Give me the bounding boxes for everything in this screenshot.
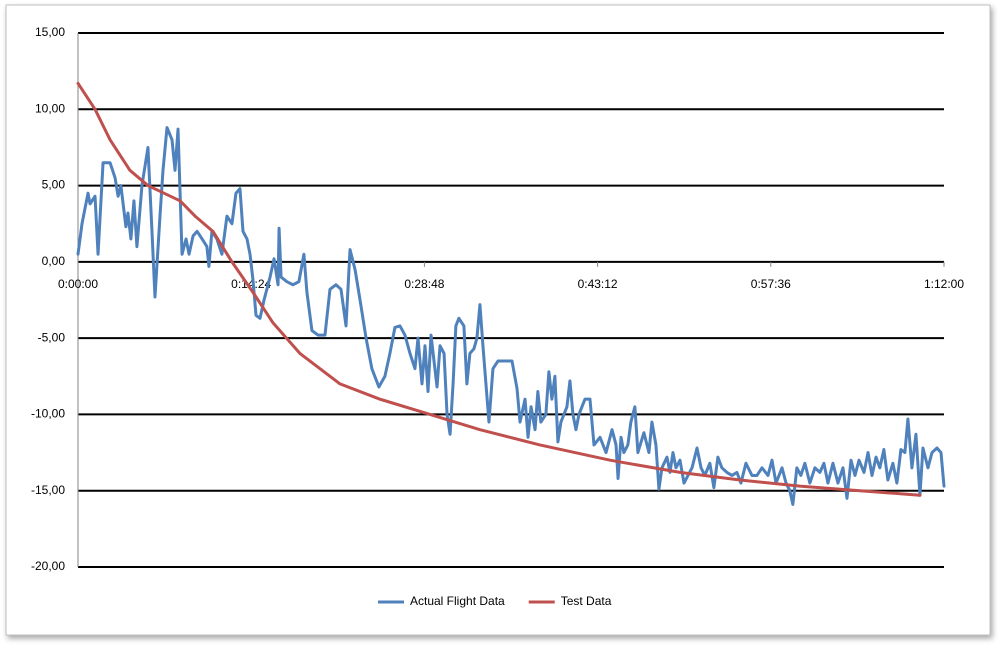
x-tick-label: 0:28:48: [404, 277, 444, 291]
y-tick-label: -15,00: [31, 483, 65, 497]
x-tick-label: 0:00:00: [58, 277, 98, 291]
x-tick-label: 0:57:36: [751, 277, 791, 291]
y-tick-label: 5,00: [42, 178, 66, 192]
legend-label: Actual Flight Data: [410, 594, 505, 608]
chart-frame: [5, 4, 991, 636]
y-tick-label: 10,00: [35, 101, 65, 115]
x-tick-label: 0:14:24: [231, 277, 271, 291]
y-tick-label: -20,00: [31, 559, 65, 573]
x-tick-label: 0:43:12: [578, 277, 618, 291]
legend-label: Test Data: [561, 594, 612, 608]
y-tick-label: -5,00: [38, 330, 66, 344]
y-tick-label: -10,00: [31, 407, 65, 421]
y-tick-label: 15,00: [35, 25, 65, 39]
data-line: [76, 81, 922, 497]
x-tick-label: 1:12:00: [924, 277, 964, 291]
y-tick-label: 0,00: [42, 254, 66, 268]
